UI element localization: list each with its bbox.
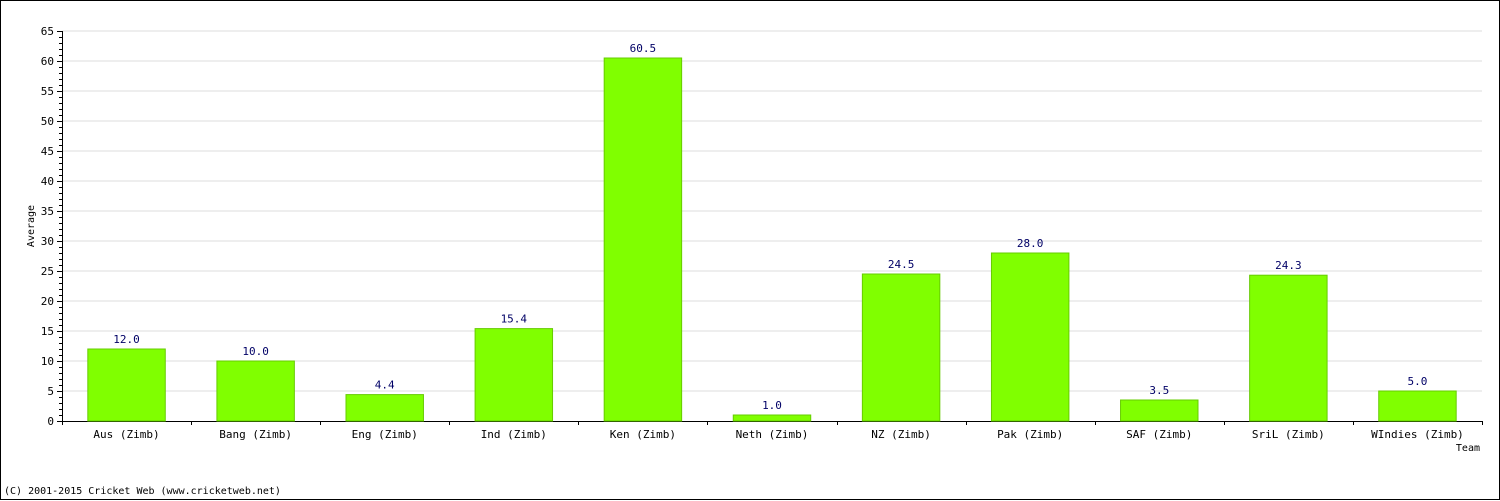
bar — [861, 273, 941, 422]
y-tick-label: 25 — [41, 265, 54, 278]
x-tick-label: Eng (Zimb) — [352, 428, 418, 441]
bar-value-label: 24.5 — [888, 258, 915, 271]
x-tick-label: SriL (Zimb) — [1252, 428, 1325, 441]
x-tick-label: Bang (Zimb) — [219, 428, 292, 441]
y-tick-label: 55 — [41, 85, 54, 98]
bar — [216, 360, 295, 422]
y-tick-label: 45 — [41, 145, 54, 158]
bar — [87, 348, 166, 422]
y-tick-label: 65 — [41, 25, 54, 38]
x-tick-label: Aus (Zimb) — [93, 428, 159, 441]
x-tick-label: Ind (Zimb) — [481, 428, 547, 441]
bar-value-label: 1.0 — [762, 399, 782, 412]
bar — [1120, 399, 1199, 422]
x-tick-label: Ken (Zimb) — [610, 428, 676, 441]
y-tick-label: 30 — [41, 235, 54, 248]
x-tick-label: WIndies (Zimb) — [1371, 428, 1464, 441]
bar-value-label: 10.0 — [242, 345, 269, 358]
y-tick-label: 10 — [41, 355, 54, 368]
bar-value-label: 4.4 — [375, 379, 395, 392]
bar — [474, 328, 554, 422]
bar-value-label: 12.0 — [113, 333, 140, 346]
x-tick-label: NZ (Zimb) — [871, 428, 931, 441]
y-tick-label: 35 — [41, 205, 54, 218]
y-axis-title: Average — [26, 205, 37, 247]
bar — [732, 414, 812, 422]
x-tick-label: SAF (Zimb) — [1126, 428, 1192, 441]
y-tick-label: 20 — [41, 295, 54, 308]
y-tick-label: 0 — [47, 415, 54, 428]
y-tick-label: 5 — [47, 385, 54, 398]
bar-value-label: 24.3 — [1275, 259, 1302, 272]
x-tick-label: Neth (Zimb) — [736, 428, 809, 441]
bar — [1378, 390, 1457, 422]
bar-value-label: 60.5 — [630, 42, 657, 55]
x-tick-label: Pak (Zimb) — [997, 428, 1063, 441]
bar — [1249, 274, 1328, 422]
bar-value-label: 15.4 — [501, 313, 528, 326]
bar — [345, 394, 424, 422]
bar — [603, 57, 683, 422]
y-tick-label: 50 — [41, 115, 54, 128]
bar — [990, 252, 1070, 422]
x-axis-title: Team — [1456, 443, 1480, 454]
y-tick-label: 15 — [41, 325, 54, 338]
bar-value-label: 3.5 — [1149, 384, 1169, 397]
y-tick-label: 60 — [41, 55, 54, 68]
copyright-footer: (C) 2001-2015 Cricket Web (www.cricketwe… — [4, 486, 281, 497]
bar-value-label: 5.0 — [1408, 375, 1428, 388]
bar-value-label: 28.0 — [1017, 237, 1044, 250]
y-tick-label: 40 — [41, 175, 54, 188]
